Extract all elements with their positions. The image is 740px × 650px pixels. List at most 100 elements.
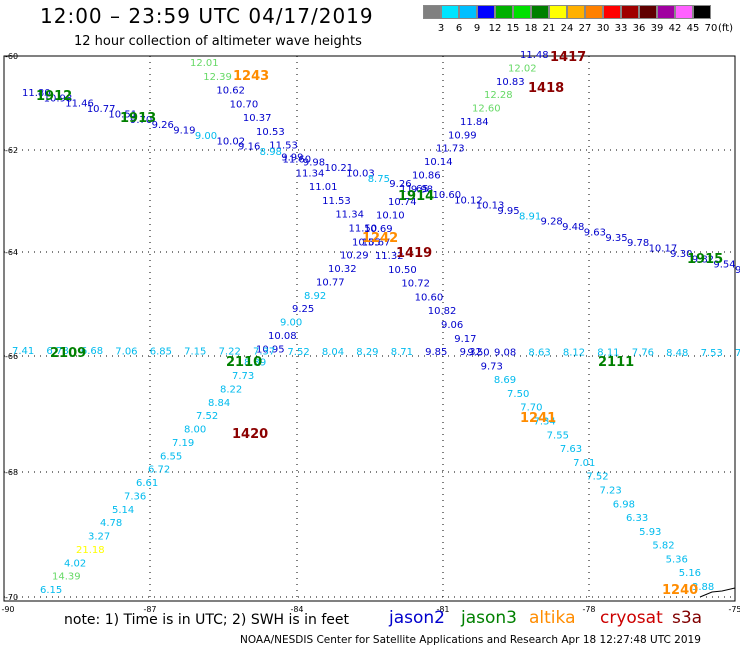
wave-height-value: 5.93 xyxy=(639,527,661,538)
pass-id-label: 1915 xyxy=(687,252,723,267)
pass-id-label: 1912 xyxy=(36,89,72,104)
wave-height-value: 9.00 xyxy=(280,318,302,329)
satellite-label-s3a: s3a xyxy=(672,608,703,628)
wave-height-value: 10.62 xyxy=(216,86,245,97)
pass-id-label: 1417 xyxy=(550,50,586,65)
wave-height-value: 9.19 xyxy=(173,126,195,137)
wave-height-value: 8.92 xyxy=(304,291,326,302)
wave-height-value: 6.61 xyxy=(136,478,158,489)
scale-swatch xyxy=(459,5,477,19)
pass-id-label: 1420 xyxy=(232,427,268,442)
scale-swatch xyxy=(423,5,441,19)
lat-tick-label: -70 xyxy=(5,593,18,602)
scale-swatch xyxy=(549,5,567,19)
wave-height-value: 8.63 xyxy=(528,347,550,358)
scale-label: 15 xyxy=(506,23,520,34)
wave-height-value: 10.67 xyxy=(362,237,391,248)
scale-label: 45 xyxy=(686,23,700,34)
scale-label: 27 xyxy=(578,23,592,34)
wave-height-value: 6.98 xyxy=(613,499,635,510)
lat-tick-label: -64 xyxy=(5,248,18,257)
wave-height-value: 9.16 xyxy=(238,142,260,153)
scale-label: 6 xyxy=(455,23,463,34)
wave-height-value: 14.39 xyxy=(52,572,81,583)
wave-height-value: 9.98 xyxy=(411,185,433,196)
pass-id-label: 1242 xyxy=(362,231,398,246)
wave-height-value: 10.14 xyxy=(424,157,453,168)
wave-height-value: 10.50 xyxy=(388,265,417,276)
wave-height-value: 11.53 xyxy=(269,141,298,152)
wave-height-value: 9.17 xyxy=(735,265,740,276)
wave-height-value: 9.17 xyxy=(454,334,476,345)
wave-height-value: 10.60 xyxy=(415,292,444,303)
wave-height-value: 11.48 xyxy=(520,50,549,61)
wave-height-value: 10.53 xyxy=(256,127,285,138)
scale-swatch xyxy=(495,5,513,19)
wave-height-value: 12.60 xyxy=(472,104,501,115)
wave-height-value: 9.26 xyxy=(152,120,174,131)
coastline xyxy=(699,587,736,598)
satellite-label-altika: altika xyxy=(529,608,576,628)
wave-height-value: 5.16 xyxy=(679,568,701,579)
pass-id-label: 1419 xyxy=(396,246,432,261)
wave-height-value: 12.01 xyxy=(190,58,219,69)
wave-height-value: 5.36 xyxy=(666,554,688,565)
wave-height-value: 11.34 xyxy=(296,168,325,179)
wave-height-value: 10.86 xyxy=(412,170,441,181)
wave-height-value: 10.99 xyxy=(448,130,477,141)
wave-height-value: 8.11 xyxy=(597,348,619,359)
lon-tick-label: -75 xyxy=(728,605,740,614)
lon-tick-label: -90 xyxy=(1,605,14,614)
wave-height-value: 9.54 xyxy=(713,260,735,271)
pass-id-label: 1914 xyxy=(398,189,434,204)
wave-height-value: 7.52 xyxy=(196,411,218,422)
wave-height-value: 7.37 xyxy=(735,348,740,359)
wave-height-value: 9.30 xyxy=(670,249,692,260)
pass-id-label: 1240 xyxy=(662,583,698,598)
pass-id-label: 1913 xyxy=(120,111,156,126)
wave-height-value: 10.29 xyxy=(340,251,369,262)
wave-height-value: 7.37 xyxy=(253,347,275,358)
page-title: 12:00 – 23:59 UTC 04/17/2019 xyxy=(40,4,374,28)
lat-tick-label: -62 xyxy=(5,146,18,155)
wave-height-value: 8.00 xyxy=(184,425,206,436)
scale-label: 24 xyxy=(560,23,574,34)
wave-height-value: 6.33 xyxy=(626,513,648,524)
wave-height-value: 7.76 xyxy=(632,348,654,359)
scale-label: 42 xyxy=(668,23,682,34)
scale-swatch xyxy=(675,5,693,19)
wave-height-value: 10.03 xyxy=(346,168,375,179)
scale-swatch xyxy=(621,5,639,19)
wave-height-value: 9.50 xyxy=(467,348,489,359)
scale-unit: (ft) xyxy=(718,23,734,34)
wave-height-value: 4.02 xyxy=(64,558,86,569)
pass-id-label: 2111 xyxy=(598,355,634,370)
lat-tick-label: -68 xyxy=(5,468,18,477)
wave-height-value: 10.77 xyxy=(316,277,345,288)
wave-height-value: 8.48 xyxy=(666,348,688,359)
wave-height-value: 10.60 xyxy=(433,190,462,201)
wave-height-value: 10.08 xyxy=(268,331,297,342)
wave-height-value: 7.01 xyxy=(573,458,595,469)
wave-height-value: 7.63 xyxy=(560,444,582,455)
wave-height-value: 9.98 xyxy=(303,158,325,169)
wave-height-value: 10.55 xyxy=(352,237,381,248)
wave-height-value: 8.04 xyxy=(322,347,344,358)
lon-tick-label: -81 xyxy=(436,605,449,614)
wave-height-value: 7.70 xyxy=(520,403,542,414)
wave-height-value: 9.48 xyxy=(562,222,584,233)
wave-height-value: 9.35 xyxy=(605,233,627,244)
lat-tick-label: -60 xyxy=(5,52,18,61)
wave-height-value: 6.85 xyxy=(150,346,172,357)
wave-height-value: 7.34 xyxy=(533,417,555,428)
wave-height-value: 6.72 xyxy=(148,465,170,476)
wave-height-value: 6.68 xyxy=(81,346,103,357)
scale-swatch xyxy=(693,5,711,19)
wave-height-value: 6.55 xyxy=(160,451,182,462)
wave-height-value: 8.29 xyxy=(356,347,378,358)
wave-height-value: 12.28 xyxy=(484,90,513,101)
wave-height-value: 9.63 xyxy=(584,227,606,238)
lat-tick-label: -66 xyxy=(5,352,18,361)
